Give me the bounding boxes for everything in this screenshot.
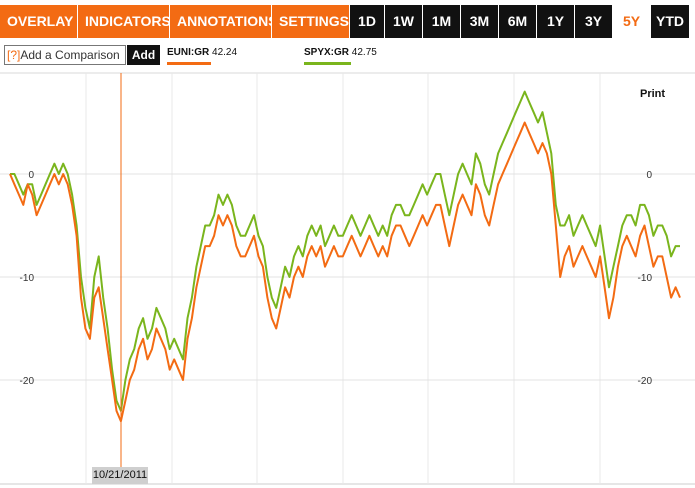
- range-1m-button[interactable]: 1M: [423, 5, 460, 38]
- y-tick-label: -10: [638, 273, 653, 284]
- legend-item-spyx: SPYX:GR 42.75: [304, 47, 377, 65]
- y-tick-label: 0: [646, 170, 652, 181]
- series-line-spyx-gr: [10, 90, 680, 412]
- range-1d-button[interactable]: 1D: [350, 5, 384, 38]
- vertical-grid: [85, 73, 601, 484]
- legend-swatch: [304, 62, 351, 65]
- series-line-euni-gr: [9, 121, 681, 423]
- legend-swatch: [167, 62, 211, 65]
- legend-item-euni: EUNI:GR 42.24: [167, 47, 238, 65]
- crosshair-date-label: 10/21/2011: [92, 467, 148, 484]
- comparison-placeholder: Add a Comparison: [20, 48, 120, 62]
- range-ytd-button[interactable]: YTD: [651, 5, 689, 38]
- overlay-menu-label: OVERLAY: [7, 13, 74, 29]
- range-5y-button[interactable]: 5Y: [613, 5, 650, 38]
- y-tick-label: -10: [20, 273, 35, 284]
- series-lines: [9, 90, 681, 423]
- range-1w-button[interactable]: 1W: [385, 5, 422, 38]
- annotations-menu-label: ANNOTATIONS: [177, 13, 278, 29]
- settings-menu-label: SETTINGS: [279, 13, 350, 29]
- range-3y-button[interactable]: 3Y: [575, 5, 612, 38]
- range-6m-button[interactable]: 6M: [499, 5, 536, 38]
- horizontal-grid: 0 0 -10 -10 -20 -20: [0, 170, 695, 387]
- y-tick-label: -20: [638, 376, 653, 387]
- annotations-menu[interactable]: ANNOTATIONS▼: [170, 5, 291, 38]
- y-tick-label: -20: [20, 376, 35, 387]
- chart-toolbar: OVERLAY▼ INDICATORS▼ ANNOTATIONS▼ SETTIN…: [0, 0, 695, 42]
- legend-symbol: SPYX:GR: [304, 47, 350, 58]
- help-link[interactable]: [?]: [7, 48, 21, 62]
- legend-symbol: EUNI:GR: [167, 47, 210, 58]
- comparison-input[interactable]: [?]Add a Comparison: [4, 45, 126, 65]
- add-comparison-button[interactable]: Add: [127, 45, 160, 65]
- print-link[interactable]: Print: [640, 88, 666, 100]
- indicators-menu-label: INDICATORS: [85, 13, 171, 29]
- overlay-menu[interactable]: OVERLAY▼: [0, 5, 86, 38]
- y-tick-label: 0: [28, 170, 34, 181]
- legend-value: 42.75: [351, 47, 377, 58]
- legend-value: 42.24: [212, 47, 238, 58]
- range-3m-button[interactable]: 3M: [461, 5, 498, 38]
- range-1y-button[interactable]: 1Y: [537, 5, 574, 38]
